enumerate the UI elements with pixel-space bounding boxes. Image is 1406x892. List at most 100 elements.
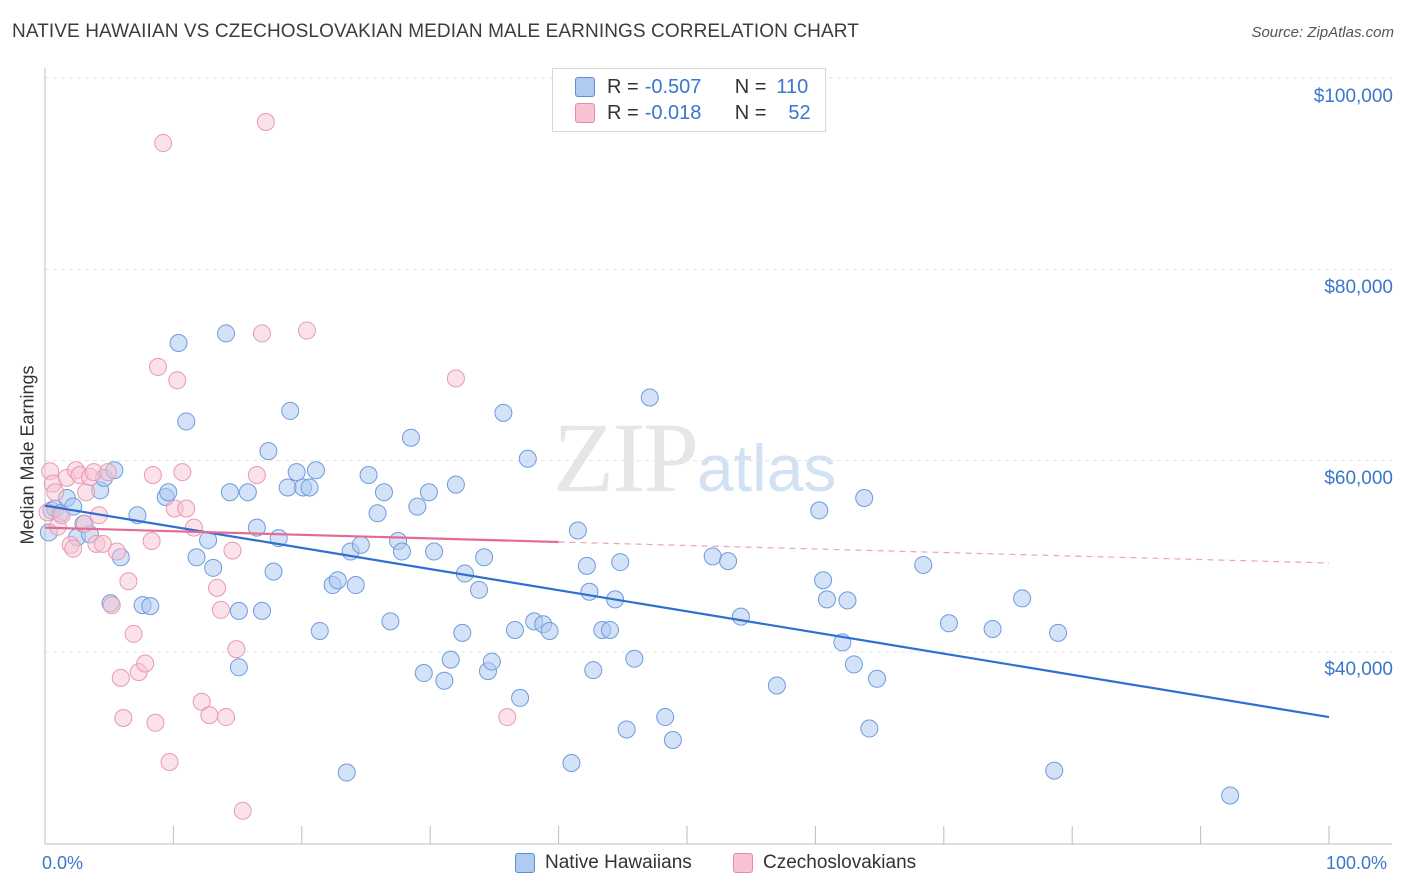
czechoslovakian-point (77, 483, 96, 502)
native-hawaiian-point (482, 652, 501, 671)
native-hawaiian-point (252, 601, 271, 620)
native-hawaiian-point (767, 676, 786, 695)
native-hawaiian-point (731, 607, 750, 626)
bottom-legend-swatch-pink (733, 853, 753, 873)
source-label: Source: ZipAtlas.com (1251, 24, 1394, 41)
native-hawaiian-point (368, 504, 387, 523)
legend-n-label: N = (734, 75, 767, 98)
native-hawaiian-point (453, 623, 472, 642)
czechoslovakian-point (114, 709, 133, 728)
native-hawaiian-point (475, 548, 494, 567)
bottom-legend-label: Czechoslovakians (763, 852, 917, 873)
native-hawaiian-point (663, 731, 682, 750)
czechoslovakian-point (102, 596, 121, 615)
czechoslovakian-point (168, 371, 187, 390)
native-hawaiian-point (359, 466, 378, 485)
native-hawaiian-point (259, 442, 278, 461)
native-hawaiian-point (868, 669, 887, 688)
native-hawaiian-point (838, 591, 857, 610)
czechoslovakian-point (64, 539, 83, 558)
czechoslovakian-point (148, 357, 167, 376)
czechoslovakian-point (200, 706, 219, 725)
native-hawaiian-point (511, 688, 530, 707)
bottom-legend-swatch-blue (515, 853, 535, 873)
legend-swatch-blue (575, 77, 595, 97)
native-hawaiian-point (446, 475, 465, 494)
czechoslovakian-point (223, 541, 242, 560)
native-hawaiian-point (351, 535, 370, 554)
native-hawaiian-point (719, 552, 738, 571)
native-hawaiian-point (540, 621, 559, 640)
native-hawaiian-point (247, 518, 266, 537)
legend-r-value: -0.507 (644, 75, 702, 98)
native-hawaiian-point (600, 620, 619, 639)
legend-r-label: R = (607, 101, 639, 124)
native-hawaiian-point (617, 720, 636, 739)
native-hawaiian-trend-line (44, 504, 1330, 719)
native-hawaiian-point (1045, 761, 1064, 780)
native-hawaiian-point (204, 558, 223, 577)
czechoslovakian-point (46, 483, 65, 502)
legend-r-value: -0.018 (644, 101, 702, 124)
czechoslovakian-point (143, 466, 162, 485)
native-hawaiian-point (408, 497, 427, 516)
native-hawaiian-point (306, 461, 325, 480)
czechoslovakian-point (146, 713, 165, 732)
native-hawaiian-point (328, 571, 347, 590)
czechoslovakian-point (177, 499, 196, 518)
native-hawaiian-point (392, 542, 411, 561)
czechoslovakian-point (136, 654, 155, 673)
czechoslovakian-point (111, 668, 130, 687)
czechoslovakian-point (52, 506, 71, 525)
czechoslovakian-point (184, 518, 203, 537)
native-hawaiian-point (300, 478, 319, 497)
czechoslovakian-point (154, 134, 173, 153)
chart-title: NATIVE HAWAIIAN VS CZECHOSLOVAKIAN MEDIA… (12, 21, 859, 42)
czechoslovakian-point (192, 692, 211, 711)
czechoslovakian-point (256, 113, 275, 132)
native-hawaiian-point (220, 483, 239, 502)
native-hawaiian-point (425, 542, 444, 561)
y-tick-label: $40,000 (1324, 659, 1393, 680)
native-hawaiian-point (983, 620, 1002, 639)
czechoslovakian-point (142, 532, 161, 551)
czechoslovakian-point (247, 466, 266, 485)
native-hawaiian-point (238, 483, 257, 502)
native-hawaiian-point (141, 597, 160, 616)
native-hawaiian-point (494, 403, 513, 422)
czechoslovakian-trend-line (44, 526, 559, 544)
native-hawaiian-point (169, 333, 188, 352)
czechoslovakian-point (227, 640, 246, 659)
czechoslovakian-point (93, 534, 112, 553)
native-hawaiian-point (337, 763, 356, 782)
czechoslovakian-point (119, 572, 138, 591)
czechoslovakian-point (446, 369, 465, 388)
czechoslovakian-trend-extension (558, 541, 1330, 564)
native-hawaiian-point (177, 412, 196, 431)
native-hawaiian-point (844, 655, 863, 674)
native-hawaiian-point (1013, 589, 1032, 608)
native-hawaiian-point (435, 671, 454, 690)
bottom-legend-czechoslovakians: Czechoslovakians (733, 852, 916, 874)
native-hawaiian-point (584, 661, 603, 680)
correlation-legend: R = -0.507 N = 110 R = -0.018 N = 52 (552, 68, 826, 132)
native-hawaiian-point (640, 388, 659, 407)
native-hawaiian-point (505, 620, 524, 639)
native-hawaiian-point (381, 612, 400, 631)
native-hawaiian-point (159, 483, 178, 502)
czechoslovakian-point (173, 463, 192, 482)
bottom-legend-label: Native Hawaiians (545, 852, 692, 873)
czechoslovakian-point (498, 708, 517, 727)
native-hawaiian-point (278, 478, 297, 497)
native-hawaiian-point (577, 556, 596, 575)
native-hawaiian-point (1049, 623, 1068, 642)
czechoslovakian-point (160, 753, 179, 772)
czechoslovakian-point (233, 801, 252, 820)
czechoslovakian-point (252, 324, 271, 343)
native-hawaiian-point (419, 483, 438, 502)
watermark-atlas: atlas (697, 431, 837, 505)
native-hawaiian-point (229, 658, 248, 677)
legend-row-native-hawaiians: R = -0.507 N = 110 (575, 74, 808, 100)
native-hawaiian-point (703, 547, 722, 566)
